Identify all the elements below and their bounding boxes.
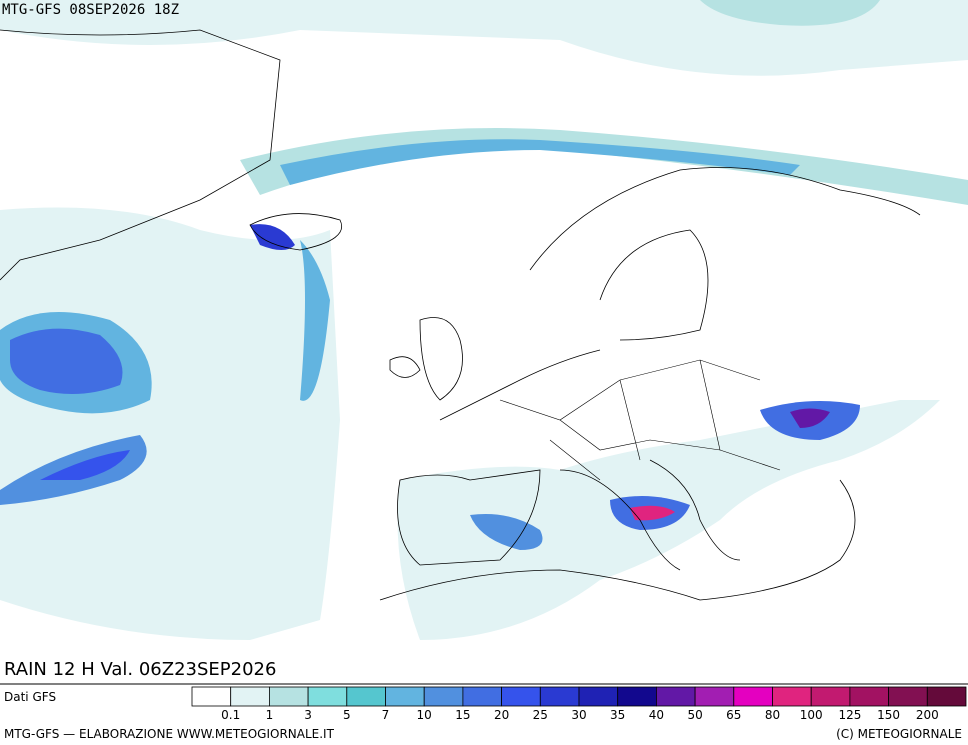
legend-label: 0.1	[221, 708, 240, 722]
legend: 0.1 1 3 5 7 10 15 20 25 30 35 40 50 65 80 100 125 150 200	[191, 686, 967, 722]
map	[0, 0, 968, 640]
legend-swatch	[268, 686, 309, 707]
legend-swatch	[888, 686, 928, 707]
legend-swatch	[385, 686, 425, 707]
legend-swatch	[656, 686, 696, 707]
legend-swatch	[772, 686, 812, 707]
legend-label: 5	[343, 708, 351, 722]
legend-swatch	[810, 686, 851, 707]
legend-swatch	[230, 686, 270, 707]
legend-swatch	[926, 686, 967, 707]
legend-swatch	[578, 686, 619, 707]
legend-swatch	[694, 686, 735, 707]
footer-left: MTG-GFS — ELABORAZIONE WWW.METEOGIORNALE…	[4, 727, 335, 741]
legend-label: 65	[726, 708, 741, 722]
legend-label: 125	[838, 708, 861, 722]
legend-label: 1	[266, 708, 274, 722]
run-title: MTG-GFS 08SEP2026 18Z	[2, 2, 179, 18]
legend-swatch	[501, 686, 541, 707]
legend-swatch	[617, 686, 657, 707]
legend-label: 20	[494, 708, 509, 722]
legend-swatch	[733, 686, 773, 707]
legend-label: 7	[382, 708, 390, 722]
precip-field	[0, 0, 968, 640]
title-bar	[0, 656, 968, 684]
legend-swatch	[462, 686, 502, 707]
legend-swatch	[346, 686, 386, 707]
legend-label: 35	[610, 708, 625, 722]
legend-label: 25	[533, 708, 548, 722]
legend-label: 40	[649, 708, 664, 722]
legend-label: 200	[916, 708, 939, 722]
legend-label: 10	[417, 708, 432, 722]
legend-label: 30	[571, 708, 586, 722]
legend-swatch	[191, 686, 232, 707]
borders	[499, 359, 781, 481]
legend-swatch	[423, 686, 464, 707]
legend-label: 150	[877, 708, 900, 722]
coastlines	[0, 29, 921, 601]
legend-swatch	[849, 686, 890, 707]
footer-right: (C) METEOGIORNALE	[836, 727, 962, 741]
legend-label: 100	[800, 708, 823, 722]
legend-label: 3	[304, 708, 312, 722]
legend-label: 15	[455, 708, 470, 722]
legend-source: Dati GFS	[4, 690, 56, 704]
legend-label: 50	[687, 708, 702, 722]
legend-swatch	[539, 686, 580, 707]
legend-swatch	[307, 686, 348, 707]
legend-label: 80	[765, 708, 780, 722]
field-title: RAIN 12 H Val. 06Z23SEP2026	[4, 659, 276, 680]
